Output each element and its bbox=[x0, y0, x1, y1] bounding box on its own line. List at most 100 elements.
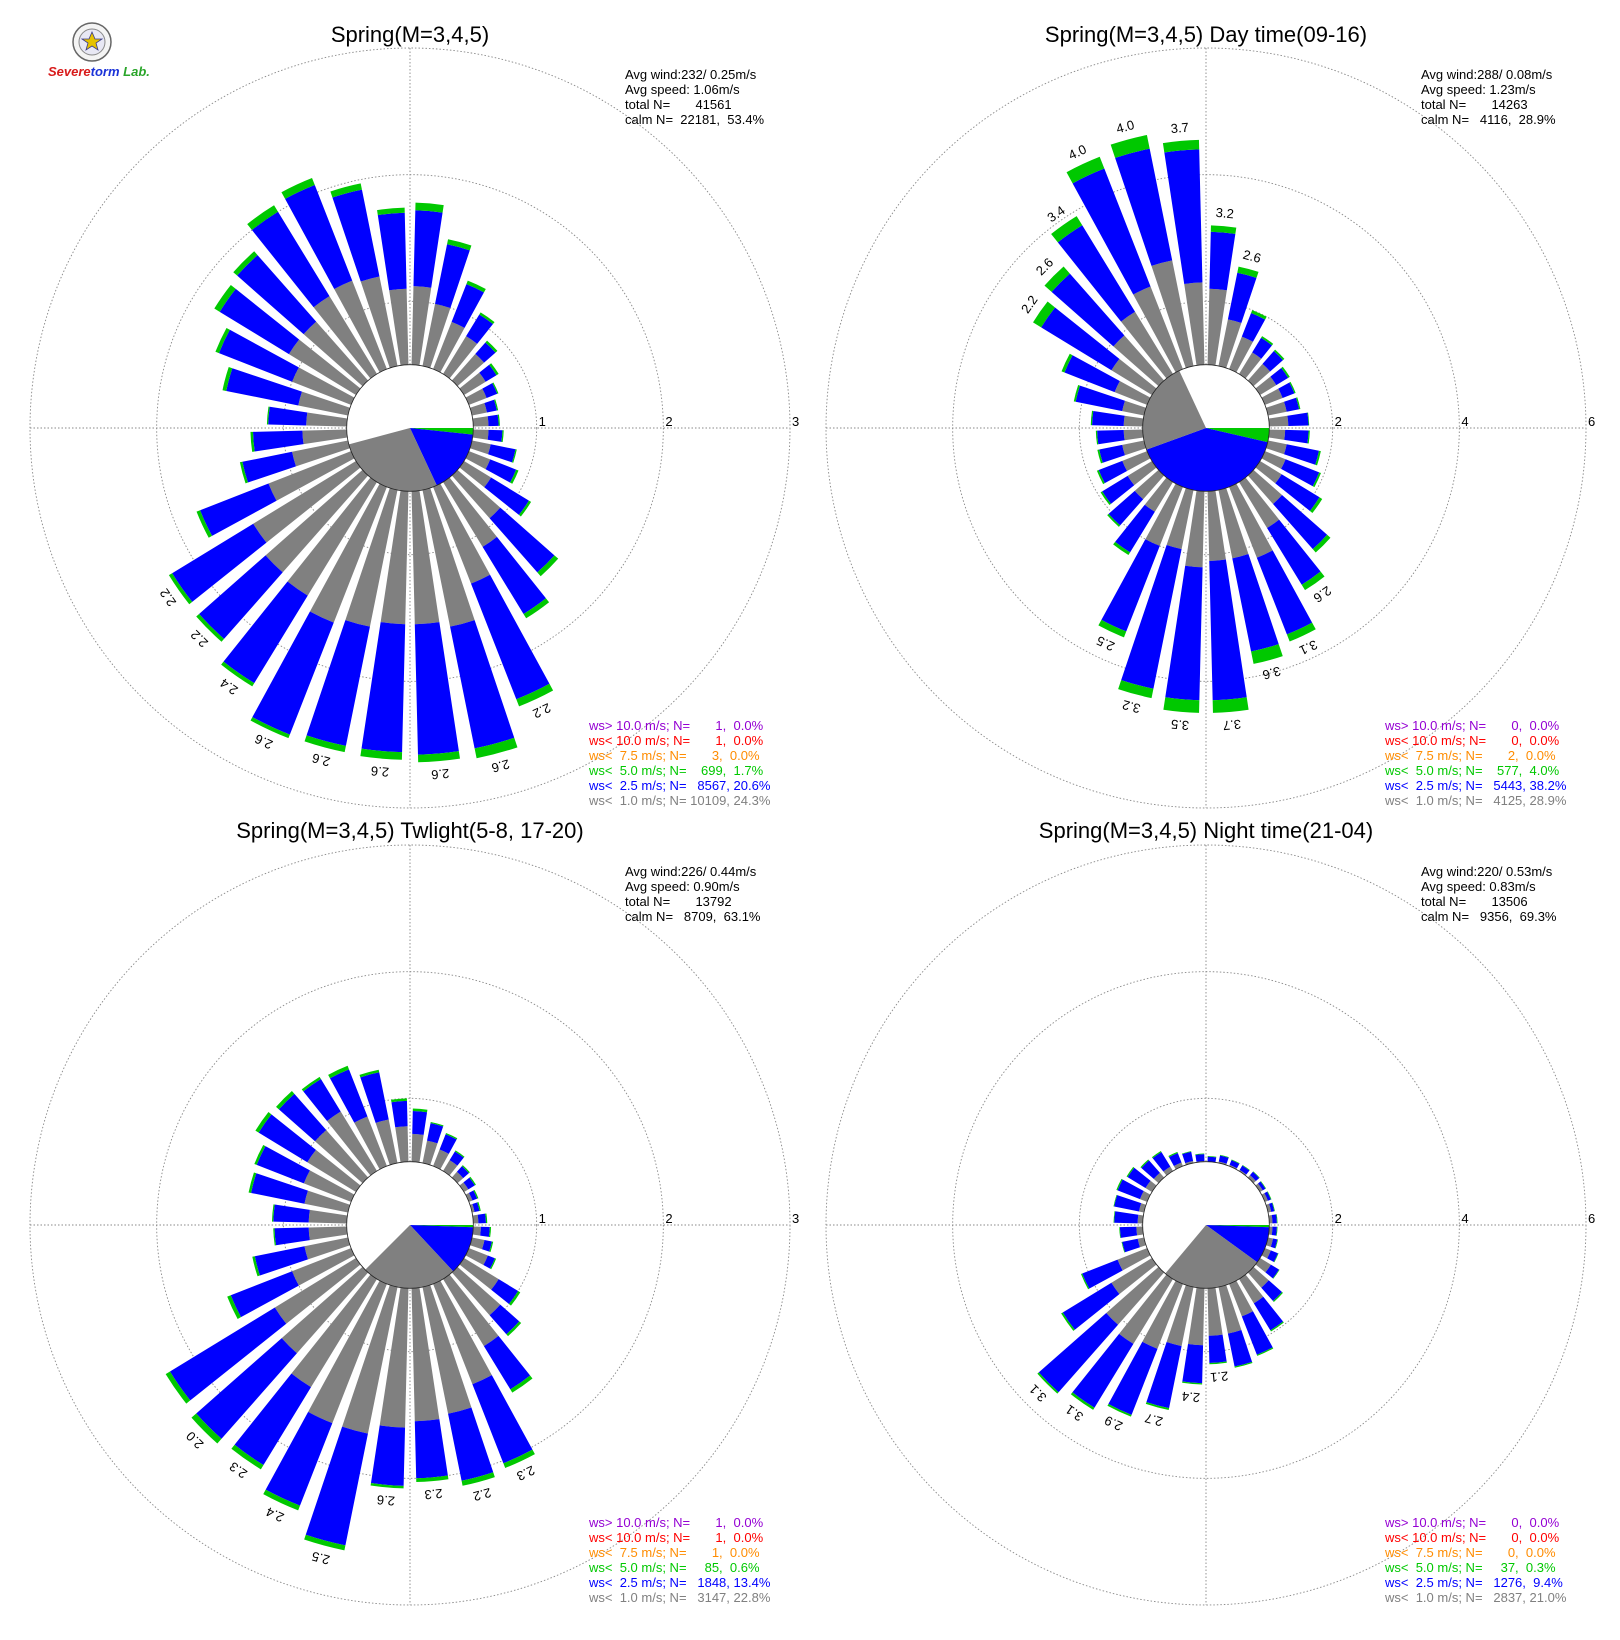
wind-bar-calm-segment bbox=[1238, 477, 1280, 529]
wind-bar-2-5-segment bbox=[1239, 1165, 1250, 1175]
wind-bar-5-segment bbox=[492, 382, 499, 394]
wind-bar-2-5-segment bbox=[1284, 444, 1319, 465]
wind-bar-2-5-segment bbox=[1261, 1280, 1283, 1302]
wind-bar-5-segment bbox=[447, 239, 472, 251]
legend-entry: ws< 5.0 m/s; N= 699, 1.7% bbox=[588, 763, 764, 778]
wind-bar-calm-segment bbox=[291, 1274, 378, 1388]
wind-bar-value-label: 2.6 bbox=[370, 763, 389, 780]
wind-bar-value-label: 3.7 bbox=[1222, 717, 1241, 734]
wind-bar-5-segment bbox=[196, 510, 213, 538]
wind-bar-calm-segment bbox=[470, 402, 487, 416]
wind-bar-5-segment bbox=[1126, 1166, 1135, 1178]
legend-entry: ws< 1.0 m/s; N= 2837, 21.0% bbox=[1384, 1590, 1567, 1605]
wind-bar-2-5-segment bbox=[485, 459, 517, 483]
wind-bar-calm-segment bbox=[1127, 460, 1157, 486]
wind-bar-calm-segment bbox=[1247, 1175, 1256, 1184]
wind-bar-2-5-segment bbox=[1182, 1343, 1204, 1384]
wind-bar-2-5-segment bbox=[1195, 1154, 1205, 1162]
wind-bar-5-segment bbox=[239, 461, 248, 484]
wind-bar-calm-segment bbox=[1145, 483, 1183, 546]
wind-rose-panel: 2.2 2.6 2.6 2.6 2.6 2.6 2.4 2.2 2.2 1 2 3 Spring(M=3… bbox=[29, 22, 799, 809]
wind-bar-5-segment bbox=[196, 613, 225, 642]
wind-bar-2-5-segment bbox=[1108, 1341, 1158, 1415]
wind-bar-calm-segment bbox=[411, 1287, 440, 1422]
wind-bar-5-segment bbox=[301, 1076, 321, 1092]
avg-wind-wedge bbox=[1206, 1225, 1270, 1228]
wind-bar-5-segment bbox=[221, 661, 255, 687]
ring-label: 4 bbox=[1461, 414, 1468, 429]
legend-entry: ws< 2.5 m/s; N= 5443, 38.2% bbox=[1384, 778, 1567, 793]
wind-bar-2-5-segment bbox=[268, 406, 308, 426]
wind-bar-calm-segment bbox=[411, 490, 440, 625]
wind-bar-value-label: 2.3 bbox=[514, 1463, 537, 1484]
wind-bar-2-5-segment bbox=[303, 1079, 341, 1122]
wind-bar-5-segment bbox=[1260, 1181, 1267, 1189]
wind-bar-calm-segment bbox=[433, 483, 491, 584]
wind-bar-value-label: 2.4 bbox=[1181, 1389, 1200, 1406]
wind-bar-2-5-segment bbox=[230, 1271, 299, 1318]
wind-bar-5-segment bbox=[489, 363, 499, 376]
wind-rose-panel: 2.1 2.4 2.7 2.9 3.1 3.1 2 4 6 Spring(M=3,4,5) Nig… bbox=[825, 818, 1595, 1606]
wind-bar-5-segment bbox=[330, 183, 362, 198]
wind-bar-calm-segment bbox=[308, 1209, 348, 1224]
ring-label: 3 bbox=[792, 414, 799, 429]
wind-bar-2-5-segment bbox=[1207, 1156, 1217, 1163]
avg-wind-wedge bbox=[410, 428, 473, 486]
avg-wind-wedge bbox=[1165, 1225, 1258, 1289]
wind-bar-5-segment bbox=[255, 1111, 272, 1133]
wind-bar-5-segment bbox=[1289, 381, 1296, 394]
wind-bar-value-label: 2.1 bbox=[1210, 1369, 1229, 1386]
wind-bar-5-segment bbox=[1251, 644, 1283, 664]
wind-bar-2-5-segment bbox=[489, 507, 555, 573]
wind-bar-5-segment bbox=[1270, 1321, 1284, 1332]
wind-bar-calm-segment bbox=[292, 440, 350, 467]
legend-entry: ws< 7.5 m/s; N= 2, 0.0% bbox=[1384, 748, 1556, 763]
wind-bar-5-segment bbox=[1261, 336, 1274, 346]
wind-bar-5-segment bbox=[1296, 397, 1301, 410]
wind-bar-2-5-segment bbox=[435, 244, 470, 308]
wind-bar-calm-segment bbox=[327, 1111, 378, 1176]
wind-bar-calm-segment bbox=[1121, 311, 1174, 379]
wind-bar-2-5-segment bbox=[1115, 148, 1173, 266]
wind-bar-5-segment bbox=[231, 1444, 264, 1470]
wind-bar-2-5-segment bbox=[451, 284, 484, 328]
wind-bar-5-segment bbox=[1107, 513, 1121, 527]
wind-bar-calm-segment bbox=[281, 1266, 369, 1354]
wind-bar-value-label: 2.7 bbox=[1143, 1410, 1164, 1429]
wind-bar-2-5-segment bbox=[172, 523, 267, 602]
wind-bar-calm-segment bbox=[459, 372, 486, 396]
wind-bar-2-5-segment bbox=[475, 342, 496, 363]
wind-bar-5-segment bbox=[523, 598, 550, 619]
wind-bar-2-5-segment bbox=[1057, 225, 1136, 322]
wind-bar-5-segment bbox=[461, 1472, 495, 1486]
wind-bar-calm-segment bbox=[1229, 483, 1273, 558]
wind-bar-calm-segment bbox=[459, 460, 492, 488]
wind-bar-2-5-segment bbox=[1209, 231, 1236, 291]
wind-bar-5-segment bbox=[490, 1258, 497, 1270]
wind-bar-5-segment bbox=[1051, 216, 1083, 243]
wind-bar-5-segment bbox=[247, 205, 279, 231]
wind-bar-calm-segment bbox=[1134, 469, 1165, 500]
wind-bar-2-5-segment bbox=[1115, 504, 1155, 553]
wind-bar-2-5-segment bbox=[1041, 307, 1120, 371]
wind-bar-5-segment bbox=[1090, 410, 1094, 426]
panel-title: Spring(M=3,4,5) Night time(21-04) bbox=[1039, 818, 1373, 843]
avg-wind-wedge bbox=[410, 1225, 474, 1272]
wind-bar-5-segment bbox=[227, 1295, 241, 1319]
wind-bar-calm-segment bbox=[1166, 488, 1194, 550]
wind-bar-2-5-segment bbox=[237, 255, 317, 335]
wind-bar-2-5-segment bbox=[391, 1100, 408, 1128]
wind-bar-2-5-segment bbox=[456, 1166, 469, 1179]
wind-bar-2-5-segment bbox=[463, 1177, 475, 1190]
wind-bar-calm-segment bbox=[1261, 388, 1283, 405]
wind-bar-value-label: 3.4 bbox=[1044, 203, 1067, 226]
wind-bar-2-5-segment bbox=[491, 1279, 519, 1305]
wind-bar-calm-segment bbox=[1173, 1162, 1183, 1170]
wind-bar-5-segment bbox=[1066, 156, 1105, 184]
wind-bar-5-segment bbox=[165, 1371, 191, 1404]
wind-bar-calm-segment bbox=[422, 303, 451, 368]
wind-bar-calm-segment bbox=[1218, 319, 1242, 368]
legend-entry: ws> 10.0 m/s; N= 0, 0.0% bbox=[1384, 1515, 1560, 1530]
wind-bar-calm-segment bbox=[314, 1129, 369, 1184]
